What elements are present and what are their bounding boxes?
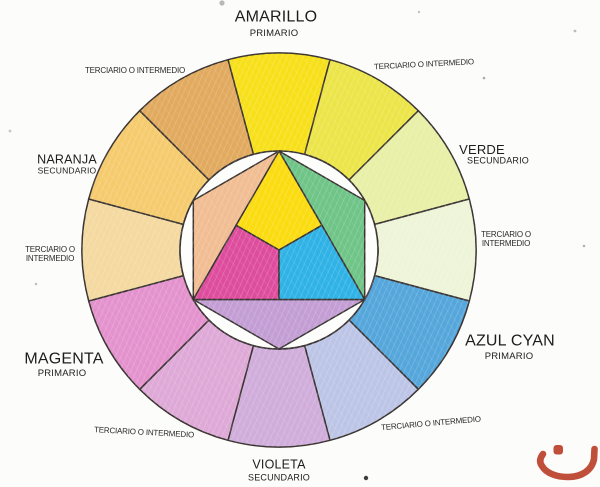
label-terciario-left: TERCIARIO O INTERMEDIO bbox=[25, 245, 75, 263]
label-naranja-secundario: SECUNDARIO bbox=[37, 165, 97, 176]
label-magenta: MAGENTA bbox=[24, 350, 104, 368]
scan-speck bbox=[482, 76, 486, 80]
label-verde: VERDE bbox=[459, 142, 505, 158]
label-naranja: NARANJA bbox=[37, 152, 97, 167]
label-terciario-left-line1: TERCIARIO O bbox=[25, 245, 75, 254]
scan-speck bbox=[582, 244, 586, 248]
logo-dot bbox=[553, 445, 563, 455]
label-amarillo: AMARILLO bbox=[234, 8, 318, 26]
label-magenta-primario: PRIMARIO bbox=[37, 368, 87, 380]
scan-speck bbox=[219, 0, 225, 6]
label-violeta: VIOLETA bbox=[252, 457, 306, 472]
label-terciario-left-line2: INTERMEDIO bbox=[25, 254, 75, 263]
label-terciario-top-left: TERCIARIO O INTERMEDIO bbox=[84, 65, 186, 75]
site-logo bbox=[536, 445, 598, 481]
label-terciario-right-line2: INTERMEDIO bbox=[481, 239, 531, 248]
label-azul-cyan: AZUL CYAN bbox=[465, 332, 555, 350]
scan-specks bbox=[8, 0, 586, 481]
scan-speck bbox=[8, 129, 12, 133]
label-azul-cyan-primario: PRIMARIO bbox=[484, 351, 534, 363]
scan-speck bbox=[573, 29, 577, 33]
label-terciario-right-line1: TERCIARIO O bbox=[481, 230, 531, 239]
label-violeta-secundario: SECUNDARIO bbox=[247, 472, 311, 483]
label-amarillo-primario: PRIMARIO bbox=[249, 28, 299, 40]
label-terciario-right: TERCIARIO O INTERMEDIO bbox=[481, 230, 531, 248]
label-verde-secundario: SECUNDARIO bbox=[466, 155, 530, 166]
scan-speck bbox=[34, 282, 38, 286]
crayon-texture-overlay bbox=[82, 53, 476, 447]
logo-bowl-stroke bbox=[536, 445, 598, 481]
scan-speck bbox=[363, 475, 369, 481]
scan-speck bbox=[417, 10, 421, 14]
